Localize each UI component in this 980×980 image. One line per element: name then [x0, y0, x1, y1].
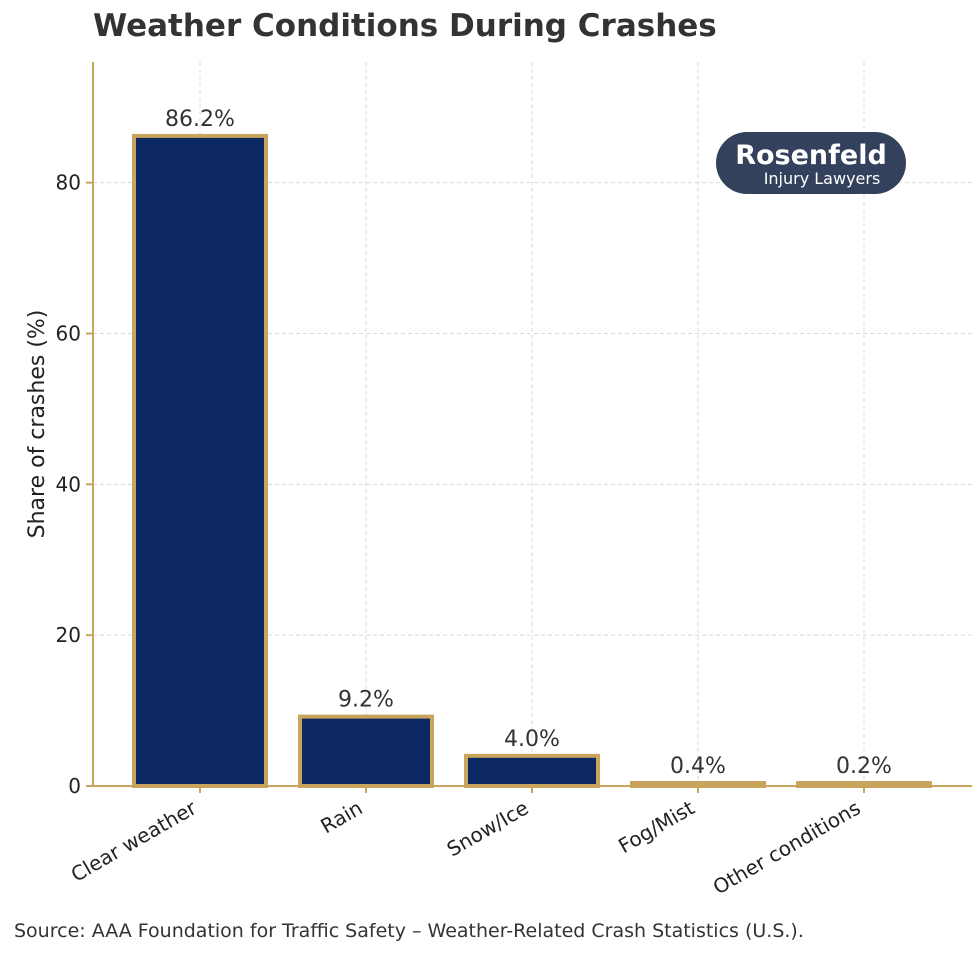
x-tick-label: Clear weather	[67, 795, 201, 886]
y-tick-label: 80	[56, 171, 81, 195]
x-tick-label: Other conditions	[709, 796, 865, 900]
bar	[132, 133, 268, 789]
bar-value-label: 4.0%	[504, 727, 560, 752]
bar-value-label: 9.2%	[338, 688, 394, 713]
logo-name: Rosenfeld	[735, 140, 887, 171]
y-tick-label: 60	[56, 322, 81, 346]
logo-badge	[716, 132, 906, 194]
bar-value-label: 0.4%	[670, 754, 726, 779]
bar	[464, 753, 600, 788]
rosenfeld-logo: Rosenfeld Injury Lawyers	[716, 132, 906, 194]
bars: 86.2% 9.2% 4.0% 0.4% 0.2%	[132, 107, 932, 789]
chart-title: Weather Conditions During Crashes	[93, 8, 717, 44]
x-tick-label: Fog/Mist	[614, 795, 698, 858]
logo-tagline: Injury Lawyers	[764, 169, 881, 188]
bar-value-label: 86.2%	[165, 107, 235, 132]
x-tick-label: Snow/Ice	[443, 796, 533, 862]
x-tick-label: Rain	[316, 796, 366, 839]
y-tick-label: 40	[56, 472, 81, 496]
y-tick-label: 0	[68, 774, 81, 798]
bar-value-label: 0.2%	[836, 754, 892, 779]
source-note: Source: AAA Foundation for Traffic Safet…	[14, 920, 804, 942]
bar	[298, 714, 434, 788]
bar-chart: 86.2% 9.2% 4.0% 0.4% 0.2% 0 20 40 60 80 Clear wea…	[25, 62, 972, 900]
y-axis-title: Share of crashes (%)	[25, 310, 50, 539]
y-tick-label: 20	[56, 623, 81, 647]
